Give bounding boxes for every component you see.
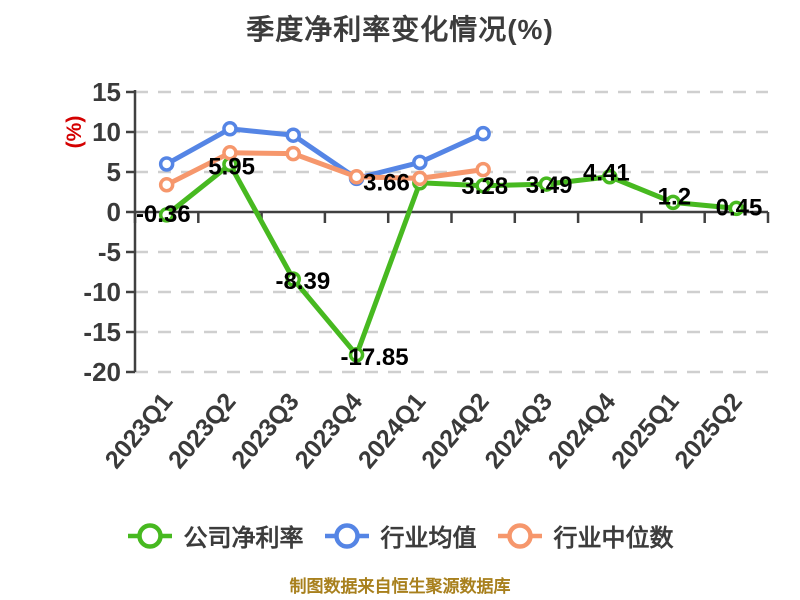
chart-title: 季度净利率变化情况(%) xyxy=(246,14,554,45)
industry_median-data-point xyxy=(412,170,428,187)
legend-item-industry-avg[interactable]: 行业均值 xyxy=(324,518,477,553)
industry_avg-data-point xyxy=(475,125,491,142)
x-tick-label: 2024Q2 xyxy=(416,388,495,474)
data-point-label: 4.41 xyxy=(583,160,630,187)
data-point-label: 3.66 xyxy=(363,170,410,197)
industry_avg-data-point xyxy=(285,127,301,143)
x-tick-label: 2024Q1 xyxy=(353,388,432,474)
y-tick-label: 5 xyxy=(107,157,121,187)
legend-item-company[interactable]: 公司净利率 xyxy=(127,518,304,553)
y-tick-label: -15 xyxy=(83,317,121,347)
company-data-point xyxy=(665,194,681,211)
y-tick-label: -10 xyxy=(83,277,121,307)
data-point-label: 3.49 xyxy=(526,172,573,199)
company-data-point xyxy=(538,176,555,192)
industry_median-data-point xyxy=(158,177,175,193)
industry_median-series-line xyxy=(164,150,486,188)
company-data-point xyxy=(158,207,175,223)
industry_median-data-point xyxy=(348,169,365,185)
industry-median-series-marker-icon xyxy=(497,521,543,551)
y-tick-label: -20 xyxy=(83,357,121,387)
x-tick-label: 2024Q4 xyxy=(543,388,622,474)
legend-label: 公司净利率 xyxy=(183,525,304,552)
y-tick-label: 15 xyxy=(92,77,121,107)
company-data-point xyxy=(285,271,301,287)
data-point-label: 0.45 xyxy=(716,194,763,221)
data-point-label: -8.39 xyxy=(276,268,331,295)
industry_avg-data-point xyxy=(222,121,238,137)
industry_avg-data-point xyxy=(412,154,428,171)
data-point-label: 5.95 xyxy=(208,153,255,180)
company-series-line xyxy=(164,161,739,358)
company-series-marker-icon xyxy=(127,521,173,551)
industry_median-data-point xyxy=(475,161,491,178)
legend-label: 行业中位数 xyxy=(553,525,674,552)
y-tick-label: -5 xyxy=(98,237,121,267)
industry_median-data-point xyxy=(285,145,301,162)
x-tick-label: 2023Q2 xyxy=(163,388,242,474)
legend-item-industry-median[interactable]: 行业中位数 xyxy=(497,518,674,553)
company-data-point xyxy=(348,347,365,363)
y-tick-label: 0 xyxy=(107,197,121,227)
x-tick-label: 2025Q1 xyxy=(606,388,685,474)
company-data-point xyxy=(475,178,491,194)
industry-avg-series-marker-icon xyxy=(324,521,370,551)
company-data-point xyxy=(728,200,745,217)
x-tick-label: 2025Q2 xyxy=(669,388,748,474)
legend-label: 行业均值 xyxy=(380,525,477,552)
company-data-point xyxy=(602,168,618,185)
data-point-label: -0.36 xyxy=(136,201,191,228)
x-tick-label: 2023Q3 xyxy=(226,388,305,474)
industry_median-data-point xyxy=(222,145,238,161)
x-tick-label: 2024Q3 xyxy=(479,388,558,474)
chart-legend: 公司净利率 行业均值 行业中位数 xyxy=(0,518,800,553)
x-tick-label: 2023Q4 xyxy=(290,388,369,474)
data-point-label: -17.85 xyxy=(340,344,408,371)
data-source-note: 制图数据来自恒生聚源数据库 xyxy=(289,577,511,596)
x-tick-label: 2023Q1 xyxy=(100,388,179,474)
data-point-label: 3.28 xyxy=(461,173,508,200)
y-tick-label: 10 xyxy=(92,117,121,147)
industry_avg-series-line xyxy=(164,126,486,181)
data-point-label: 1.2 xyxy=(658,183,691,210)
industry_avg-data-point xyxy=(158,156,175,172)
